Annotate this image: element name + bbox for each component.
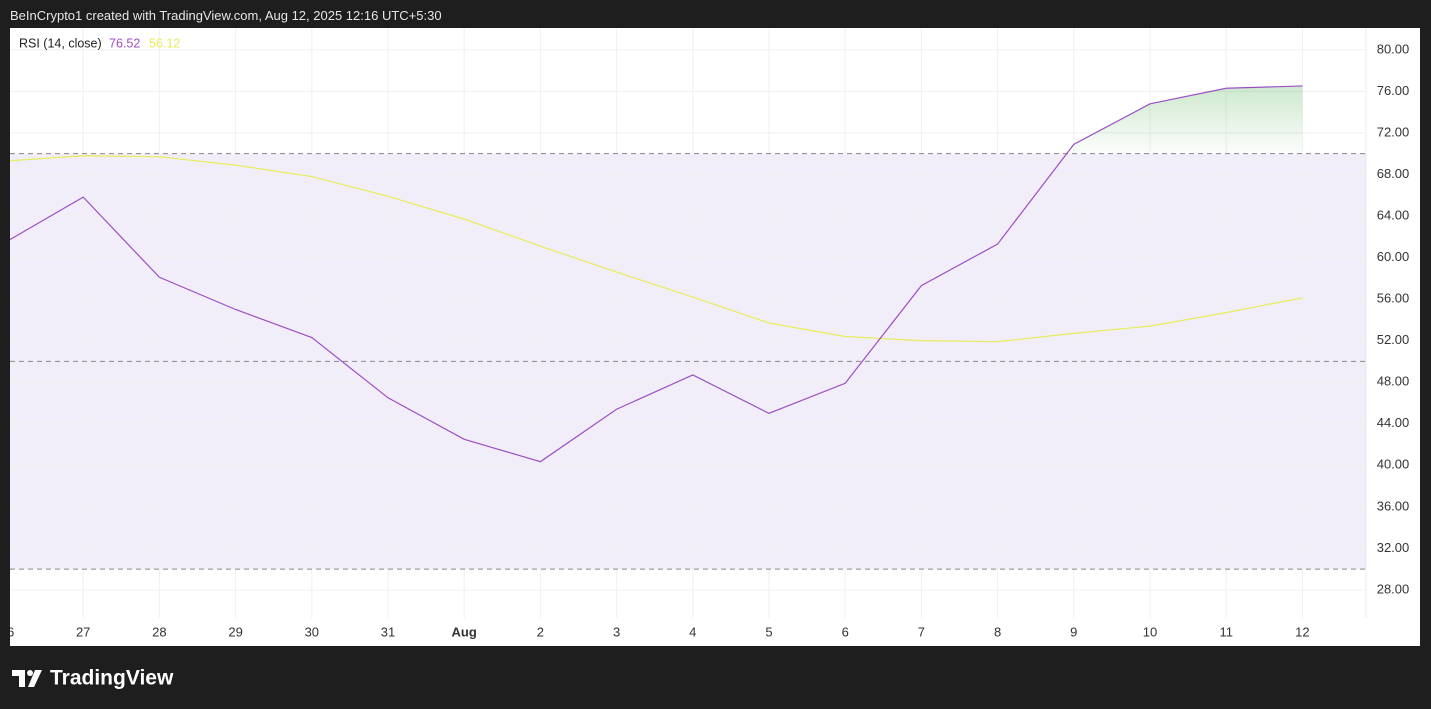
x-tick-label: 9 [1070,624,1077,639]
y-tick-label: 40.00 [1377,457,1410,472]
y-tick-label: 56.00 [1377,291,1410,306]
y-tick-label: 32.00 [1377,540,1410,555]
y-tick-label: 36.00 [1377,498,1410,513]
logo-icon [12,670,25,687]
logo-icon [27,670,33,676]
series-line [10,85,1303,463]
x-tick-label: 2 [537,624,544,639]
x-tick-label: 30 [305,624,319,639]
x-tick-label: 31 [381,624,395,639]
x-tick-label: 28 [152,624,166,639]
x-tick-label: 7 [918,624,925,639]
legend-value: 76.52 [109,36,140,50]
y-tick-label: 64.00 [1377,207,1410,222]
y-tick-label: 52.00 [1377,332,1410,347]
logo [12,670,42,687]
x-tick-label: Aug [452,624,477,639]
y-tick-label: 44.00 [1377,415,1410,430]
x-tick-label: 12 [1295,624,1309,639]
y-tick-label: 28.00 [1377,581,1410,596]
logo-icon [28,670,42,687]
y-tick-label: 60.00 [1377,249,1410,264]
x-tick-label: 6 [842,624,849,639]
legend-value: 56.12 [149,36,180,50]
y-tick-label: 68.00 [1377,166,1410,181]
x-tick-label: 3 [613,624,620,639]
x-tick-label: 10 [1143,624,1157,639]
y-tick-label: 48.00 [1377,374,1410,389]
x-tick-label: 4 [689,624,696,639]
footer-brand: TradingView [50,667,174,690]
x-tick-label: 26 [0,624,14,639]
legend-label: RSI (14, close) [19,36,102,50]
series-line [10,155,1303,343]
plot [10,28,1366,618]
y-tick-label: 76.00 [1377,83,1410,98]
x-tick-label: 27 [76,624,90,639]
axes: 80.00 76.00 72.00 68.00 64.00 60.00 56.00 52.00… [0,41,1410,639]
x-tick-label: 29 [228,624,242,639]
y-tick-label: 80.00 [1377,41,1410,56]
header: BeInCrypto1 created with TradingView.com… [10,8,442,23]
y-tick-label: 72.00 [1377,124,1410,139]
x-tick-label: 8 [994,624,1001,639]
x-tick-label: 11 [1219,624,1233,639]
x-tick-label: 5 [765,624,772,639]
overbought-fill [1066,85,1303,154]
